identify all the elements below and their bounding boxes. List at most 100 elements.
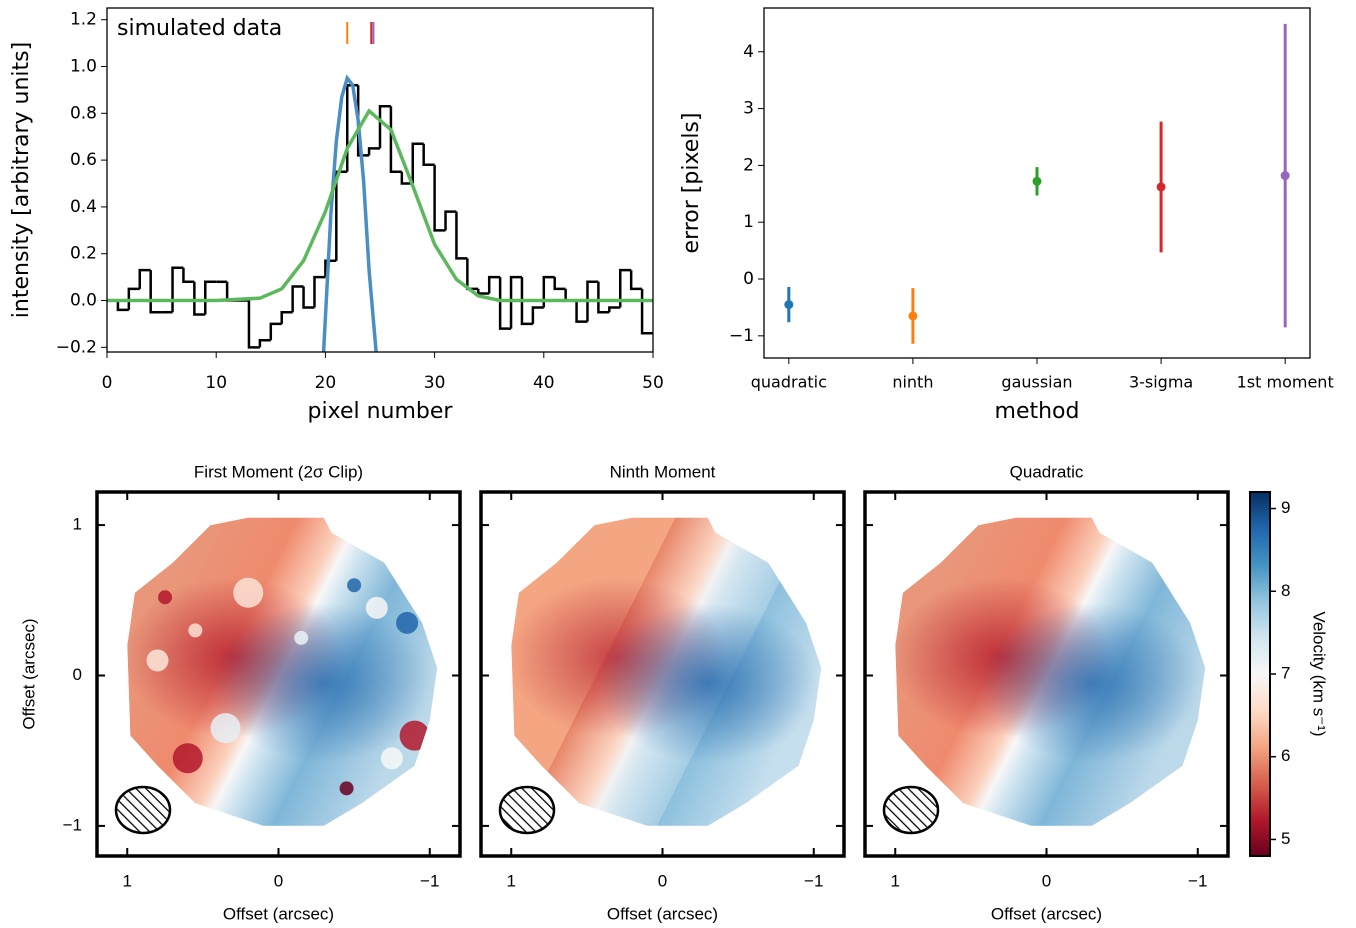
map-noise [396, 611, 419, 634]
x-tick-label: 0 [274, 871, 283, 890]
step [258, 339, 271, 348]
step [520, 277, 533, 326]
x-tick-label: gaussian [1001, 373, 1072, 392]
step [553, 277, 566, 291]
step [531, 306, 544, 324]
y-tick-label: 0.8 [70, 103, 97, 123]
map-noise [146, 649, 169, 672]
step [629, 270, 643, 291]
y-tick-label: −0.2 [56, 337, 97, 357]
hist-panel: 0 10 20 30 40 50 −0.2 0.0 0.2 0.4 0.6 0.8 1.0 1.2 simu… [9, 7, 664, 424]
map-noise [347, 578, 362, 593]
y-tick-label: 1.0 [70, 57, 97, 77]
step [433, 164, 446, 232]
y-tick-label: 4 [743, 42, 754, 62]
map-noise [399, 720, 430, 751]
velocity-map [895, 517, 1206, 826]
point [908, 311, 918, 321]
map-noise [158, 590, 173, 605]
map-title: Quadratic [1010, 462, 1084, 481]
point [1156, 182, 1166, 192]
step [411, 142, 424, 184]
errorbar-panel: −1 0 1 2 3 4 quadratic ninth gaussian 3-sigma 1st … [679, 7, 1334, 424]
y-tick-label: 0 [743, 269, 754, 289]
map-noise [365, 596, 388, 619]
x-tick-label: 1 [891, 871, 900, 890]
x-tick-label: ninth [892, 373, 933, 392]
fit-curve [321, 74, 378, 352]
step [291, 285, 304, 313]
map-panel: 1 0 −1 −1 0 1 First Moment (2σ Clip) Offset (ar… [19, 462, 462, 923]
x-tick-label: 1 [123, 871, 132, 890]
colorbar: 5 6 7 8 9 Velocity (km s⁻¹) [1249, 491, 1329, 857]
map-title: First Moment (2σ Clip) [194, 462, 363, 481]
y-tick-label: 1.2 [70, 10, 97, 30]
axes-frame [763, 7, 1311, 359]
y-tick-label: −1 [63, 815, 82, 834]
colorbar-tick-label: 5 [1281, 829, 1290, 848]
step [356, 85, 370, 157]
x-tick-label: 0 [102, 373, 113, 393]
map-core [213, 603, 434, 764]
x-axis-label: Offset (arcsec) [223, 904, 334, 923]
x-tick-label: 0 [1042, 871, 1051, 890]
plot-area [107, 74, 653, 352]
beam [882, 785, 940, 835]
x-tick-label: −1 [804, 871, 823, 890]
step [127, 287, 140, 310]
annotation: simulated data [117, 16, 282, 41]
x-axis-label: Offset (arcsec) [607, 904, 718, 923]
y-axis-label: intensity [arbitrary units] [9, 42, 34, 318]
point [1032, 176, 1042, 186]
step [597, 281, 610, 314]
step [640, 288, 653, 335]
step [618, 268, 632, 308]
y-tick-label: 2 [743, 155, 754, 175]
step [193, 281, 206, 316]
step [487, 275, 501, 294]
map-panel: 1 0 −1 Ninth Moment Offset (arcsec) [479, 462, 846, 923]
x-tick-label: 0 [658, 871, 667, 890]
map-noise [210, 713, 241, 744]
beam [114, 785, 172, 835]
y-axis-label: error [pixels] [679, 113, 704, 254]
x-tick-label: 20 [315, 373, 337, 393]
x-axis-label: method [995, 399, 1080, 424]
y-tick-label: 0.2 [70, 244, 97, 264]
x-tick-label: 30 [424, 373, 446, 393]
step [302, 286, 315, 309]
step [280, 310, 293, 324]
axes-frame [106, 7, 654, 353]
step [422, 143, 435, 167]
x-tick-label: −1 [420, 871, 439, 890]
step [204, 280, 217, 315]
map-noise [233, 577, 264, 608]
x-tick-label: 1st moment [1237, 373, 1334, 392]
step [455, 211, 468, 260]
velocity-map [511, 517, 822, 826]
x-axis-label: Offset (arcsec) [991, 904, 1102, 923]
map-core [597, 603, 818, 764]
y-tick-label: 1 [743, 212, 754, 232]
step [400, 171, 413, 185]
point [784, 300, 794, 310]
x-tick-label: 10 [205, 373, 227, 393]
step [345, 83, 359, 172]
colorbar-tick-label: 8 [1281, 581, 1290, 600]
step [171, 266, 184, 313]
map-title: Ninth Moment [610, 462, 716, 481]
step [608, 306, 621, 313]
fit-curve [107, 108, 653, 303]
step [466, 258, 479, 291]
map-noise [339, 781, 354, 796]
step [586, 280, 599, 322]
step [575, 300, 588, 323]
map-noise [188, 623, 203, 638]
step [378, 105, 391, 149]
step [138, 268, 151, 289]
step [564, 288, 577, 302]
map-noise [380, 747, 403, 770]
colorbar-label: Velocity (km s⁻¹) [1310, 611, 1329, 736]
step [116, 300, 129, 312]
